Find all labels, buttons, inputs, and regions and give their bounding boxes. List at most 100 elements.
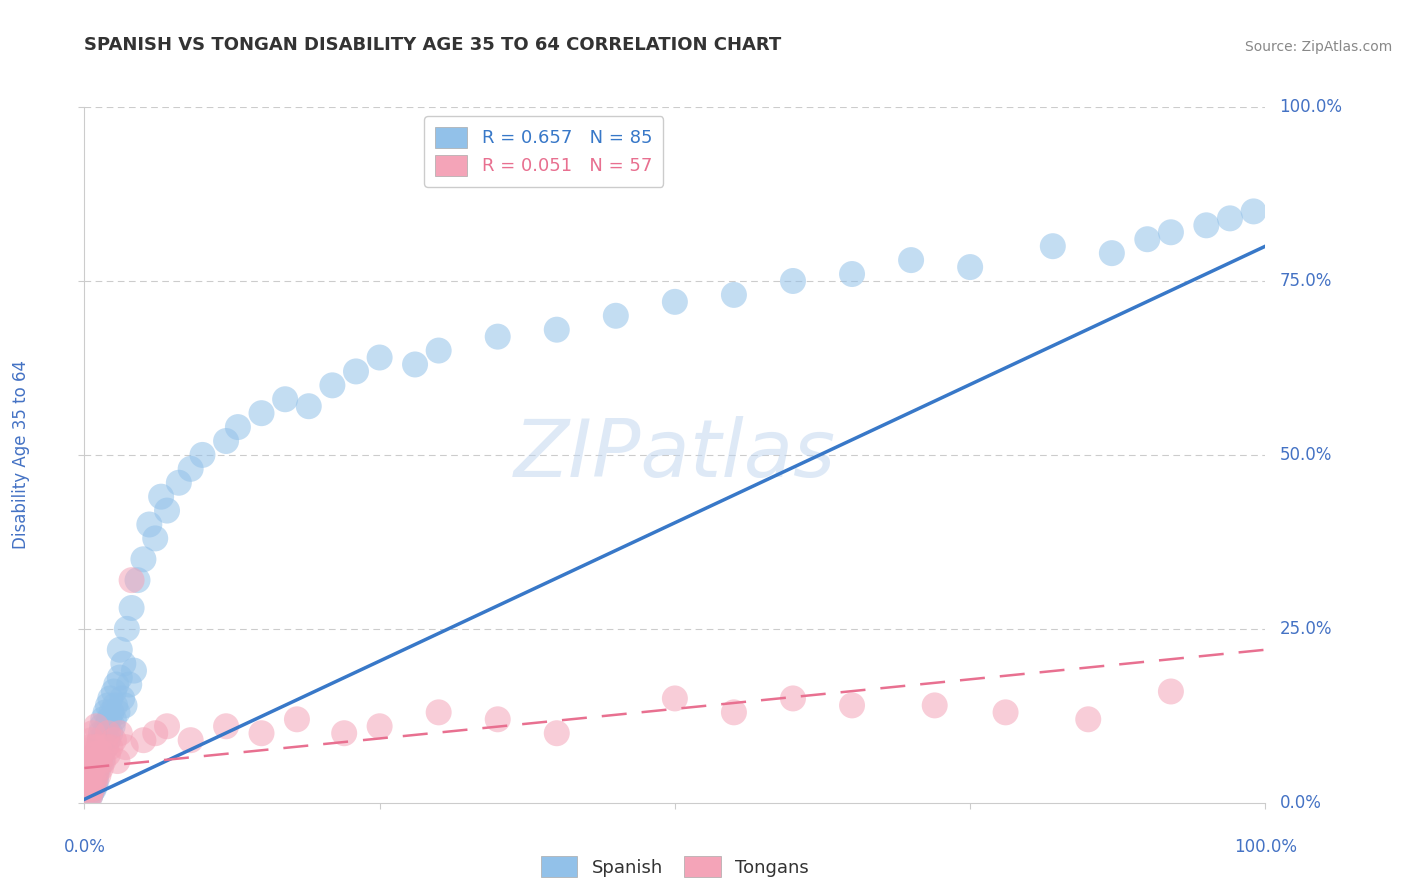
Point [115,622,138,636]
Point [114,698,136,713]
Point [94,740,117,755]
Point [79,781,101,796]
Point [93,726,115,740]
Point [486,712,509,726]
Point [97,698,120,713]
Point [1160,684,1182,698]
Point [79,761,101,775]
Point [180,462,202,476]
Point [98,740,121,755]
Point [1101,246,1123,260]
Point [121,601,143,615]
Text: 100.0%: 100.0% [1234,838,1296,856]
Point [1042,239,1064,253]
Point [994,706,1017,720]
Text: 75.0%: 75.0% [1279,272,1331,290]
Point [226,420,249,434]
Point [138,517,160,532]
Point [1077,712,1099,726]
Point [107,706,129,720]
Point [83,775,105,789]
Text: 25.0%: 25.0% [1279,620,1331,638]
Point [83,747,105,761]
Point [77,768,100,782]
Point [77,754,100,768]
Point [77,775,100,789]
Point [80,733,103,747]
Point [84,775,107,789]
Point [84,747,107,761]
Point [127,573,149,587]
Point [80,785,103,799]
Point [118,677,141,691]
Point [82,778,104,792]
Point [89,754,111,768]
Point [404,358,426,372]
Point [605,309,627,323]
Point [782,691,804,706]
Point [215,434,238,448]
Point [87,740,110,755]
Point [84,768,107,782]
Text: 0.0%: 0.0% [63,838,105,856]
Point [105,677,128,691]
Point [250,406,273,420]
Point [77,781,100,796]
Point [486,329,509,343]
Point [1243,204,1265,219]
Text: Source: ZipAtlas.com: Source: ZipAtlas.com [1244,39,1392,54]
Point [250,726,273,740]
Point [84,768,107,782]
Point [87,761,110,775]
Point [96,719,118,733]
Point [143,726,166,740]
Point [86,761,108,775]
Point [83,781,105,796]
Point [91,719,114,733]
Point [546,726,568,740]
Point [664,691,686,706]
Point [1195,219,1218,233]
Point [97,747,120,761]
Point [77,789,100,803]
Text: SPANISH VS TONGAN DISABILITY AGE 35 TO 64 CORRELATION CHART: SPANISH VS TONGAN DISABILITY AGE 35 TO 6… [84,36,782,54]
Point [333,726,356,740]
Point [90,747,112,761]
Point [841,267,863,281]
Point [1160,225,1182,239]
Point [285,712,308,726]
Point [97,733,120,747]
Point [84,778,107,792]
Text: 0.0%: 0.0% [1279,794,1322,812]
Point [84,768,107,782]
Point [167,475,190,490]
Point [84,754,107,768]
Point [156,503,179,517]
Text: ZIPatlas: ZIPatlas [513,416,837,494]
Point [107,754,129,768]
Point [100,706,122,720]
Point [368,351,391,365]
Point [91,740,114,755]
Point [91,712,114,726]
Point [664,294,686,309]
Point [89,754,111,768]
Point [98,691,121,706]
Point [84,740,107,755]
Point [79,789,101,803]
Point [98,726,121,740]
Point [1136,232,1159,246]
Point [91,754,114,768]
Point [108,726,131,740]
Point [427,343,450,358]
Point [143,532,166,546]
Point [82,781,104,796]
Point [83,772,105,786]
Point [900,253,922,268]
Point [98,712,121,726]
Point [191,448,214,462]
Point [90,726,112,740]
Point [80,754,103,768]
Point [132,733,155,747]
Point [427,706,450,720]
